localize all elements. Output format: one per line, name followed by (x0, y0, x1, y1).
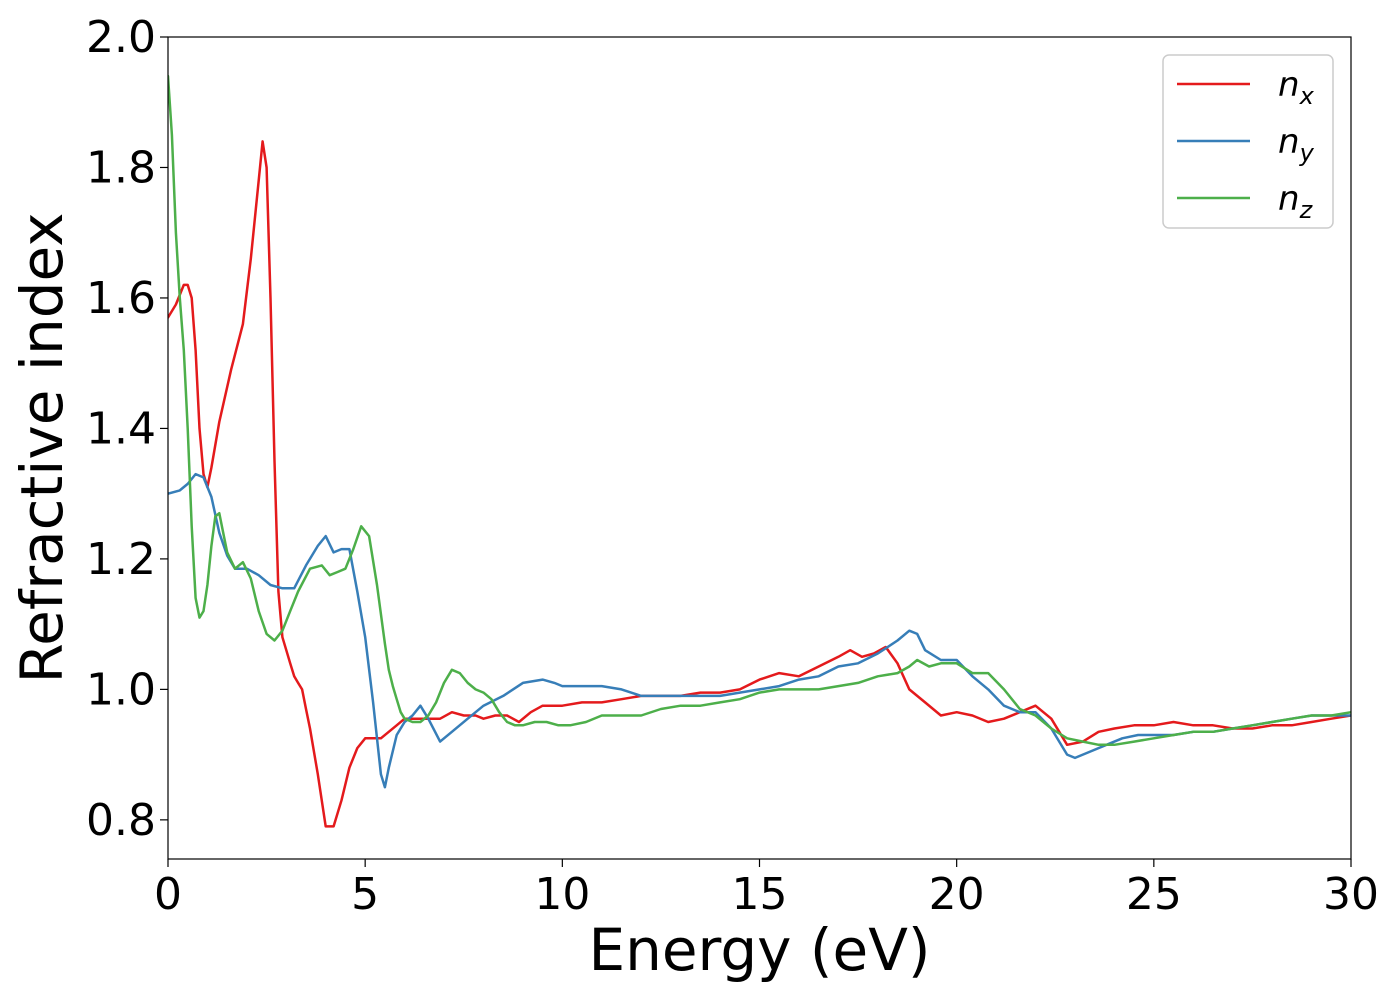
y-tick-label: 1.2 (86, 534, 156, 585)
y-tick-label: 0.8 (86, 795, 156, 846)
series-line-x (168, 140, 1351, 828)
y-tick-label: 1.4 (86, 403, 156, 454)
y-tick-label: 2.0 (86, 12, 156, 63)
legend-label-y: ny (1278, 122, 1315, 167)
x-tick-label: 5 (351, 869, 379, 920)
y-axis-title: Refractive index (8, 212, 76, 683)
x-tick-label: 0 (154, 869, 182, 920)
y-tick-label: 1.0 (86, 664, 156, 715)
x-axis-title: Energy (eV) (588, 916, 930, 984)
legend-label-z: nz (1278, 179, 1314, 224)
legend-label-x: nx (1278, 65, 1315, 110)
y-tick-label: 1.6 (86, 273, 156, 324)
x-tick-label: 20 (929, 869, 985, 920)
series-line-z (168, 74, 1351, 747)
x-tick-label: 10 (534, 869, 590, 920)
x-tick-label: 25 (1126, 869, 1182, 920)
series-layer (168, 74, 1351, 828)
x-tick-label: 15 (732, 869, 788, 920)
series-line-y (168, 472, 1351, 789)
y-tick-label: 1.8 (86, 142, 156, 193)
y-axis: 0.8 1.0 1.2 1.4 1.6 1.8 2.0 (86, 12, 168, 846)
x-axis: 0 5 10 15 20 25 30 (154, 859, 1379, 920)
x-tick-label: 30 (1323, 869, 1379, 920)
legend: nx ny nz (1162, 54, 1334, 229)
